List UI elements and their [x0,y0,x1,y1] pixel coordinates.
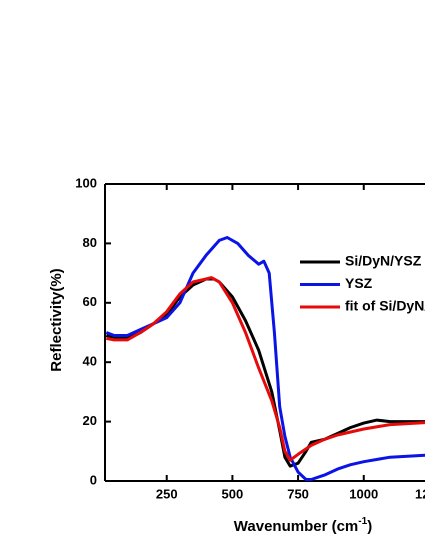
line-series [105,236,425,481]
x-tick-label: 1000 [349,486,378,501]
line-series [106,276,425,462]
x-label-text: Wavenumber (cm [234,518,358,535]
x-tick-label: 1250 [415,486,425,501]
x-label-superscript: -1 [358,516,367,527]
x-label-end: ) [367,518,372,535]
legend-label: YSZ [345,275,373,291]
y-tick-label: 80 [83,235,97,250]
y-tick-label: 20 [83,413,97,428]
y-tick-label: 0 [90,472,97,487]
y-tick-label: 60 [83,294,97,309]
x-tick-label: 500 [222,486,244,501]
y-tick-label: 100 [75,175,97,190]
x-axis-label: Wavenumber (cm-1) [234,516,372,535]
y-axis-label: Reflectivity(%) [48,268,65,371]
legend-label: Si/DyN/YSZ [345,253,422,269]
legend-label: fit of Si/DyN/YSZ [345,298,425,314]
y-tick-label: 40 [83,354,97,369]
x-tick-label: 750 [287,486,309,501]
x-tick-label: 250 [156,486,178,501]
